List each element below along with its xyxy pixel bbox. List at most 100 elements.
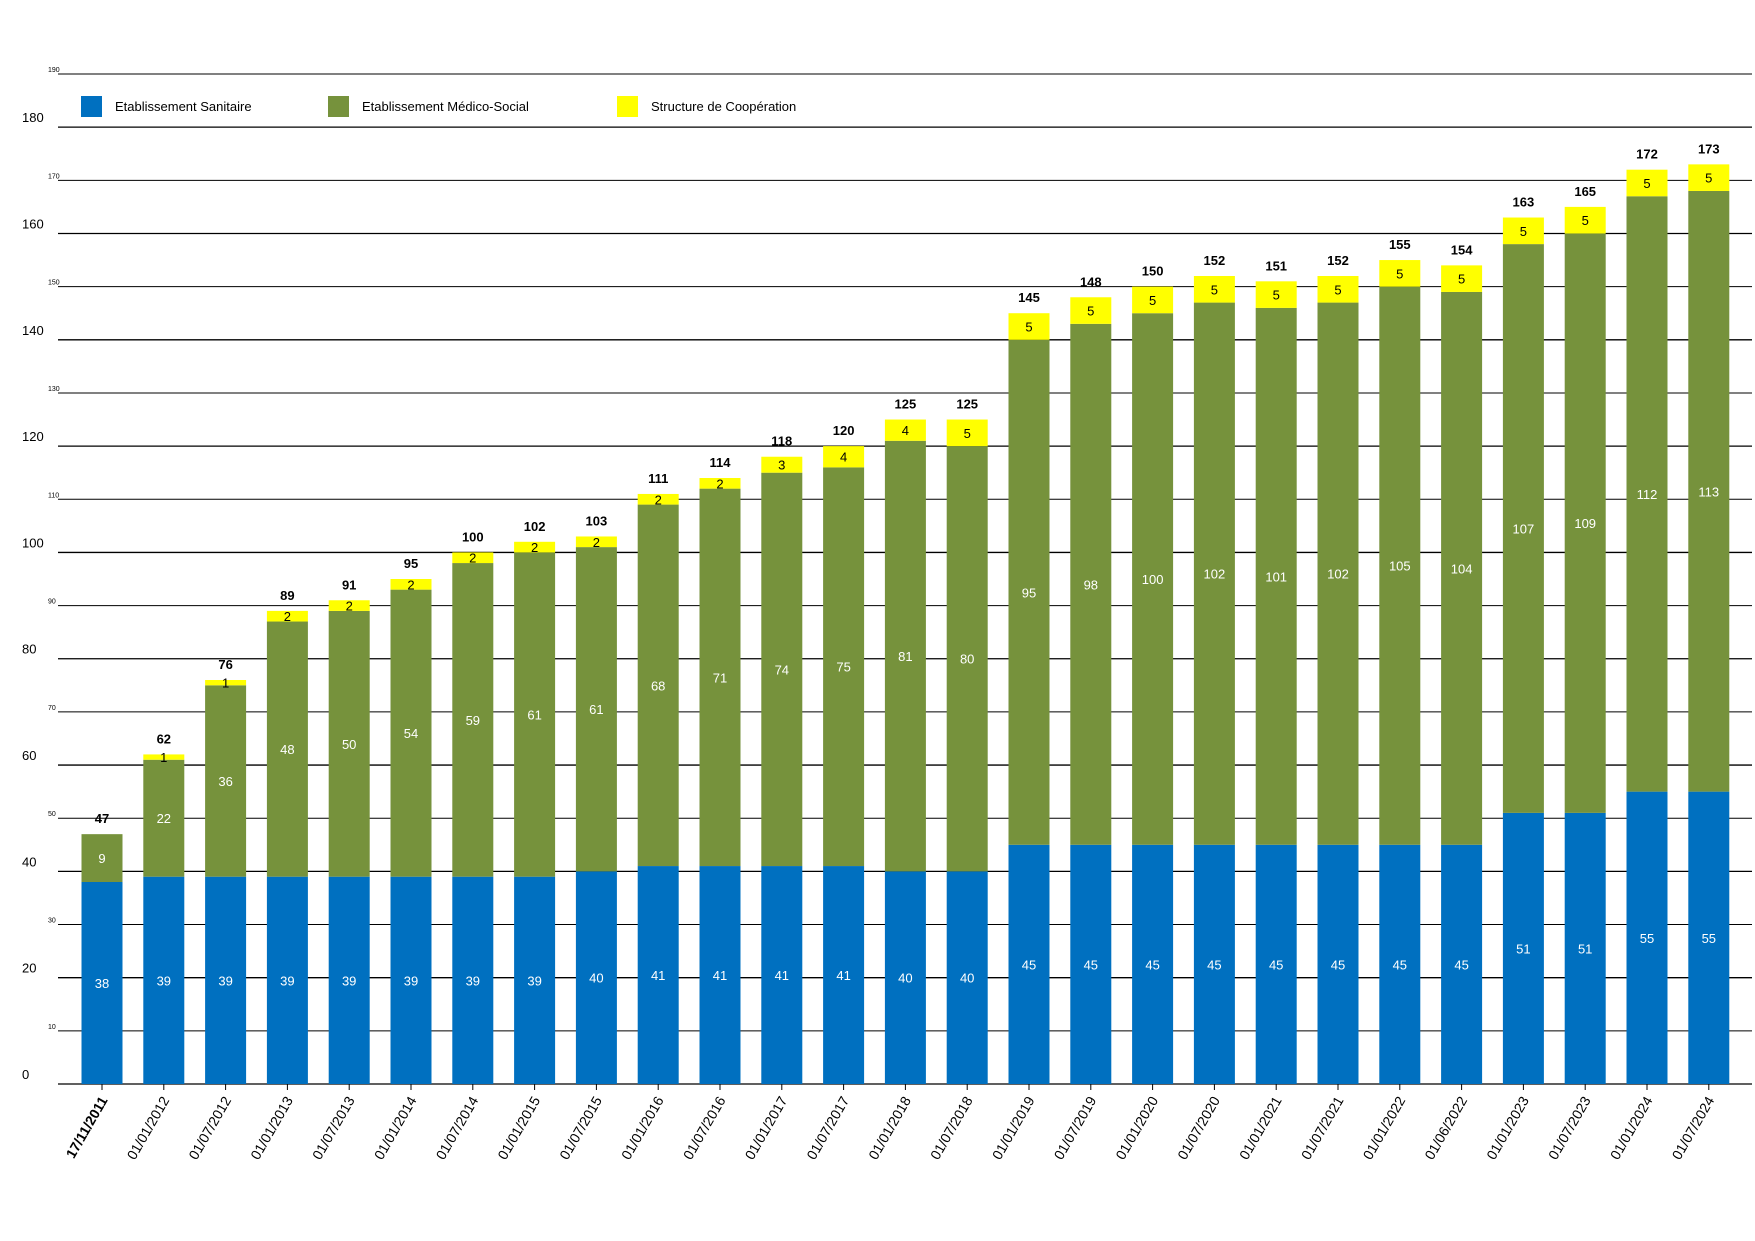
data-label: 41 [775, 968, 789, 983]
total-label: 151 [1265, 258, 1287, 273]
bar-segment [1626, 196, 1668, 792]
bar-segment [1008, 313, 1050, 340]
bar-segment [1008, 844, 1050, 1084]
bar-segment [575, 871, 617, 1084]
x-tick-label: 01/07/2017 [803, 1093, 852, 1162]
legend: Etablissement Sanitaire Etablissement Méd… [81, 96, 796, 117]
y-tick-label: 120 [22, 429, 44, 444]
y-tick-label: 100 [22, 535, 44, 550]
data-label: 2 [716, 476, 723, 491]
bar-segment [1317, 302, 1359, 845]
data-label: 2 [593, 535, 600, 550]
x-axis-ticks: 17/11/2011 01/01/2012 01/07/2012 01/01/2013… [62, 1084, 1718, 1162]
bar-segment [143, 876, 185, 1084]
x-tick-label: 01/07/2021 [1298, 1093, 1347, 1162]
x-tick-label: 01/01/2018 [865, 1093, 914, 1162]
total-label: 163 [1513, 195, 1535, 210]
data-label: 9 [98, 851, 105, 866]
bar-segment [205, 876, 247, 1084]
x-tick-label: 01/01/2014 [371, 1093, 420, 1162]
bar-segment [637, 493, 679, 505]
data-label: 5 [1025, 320, 1032, 335]
bar-segment [823, 467, 865, 867]
x-tick-label: 01/07/2012 [185, 1093, 234, 1162]
data-label: 55 [1702, 931, 1716, 946]
y-tick-label: 190 [48, 67, 60, 74]
legend-label: Etablissement Médico-Social [362, 99, 529, 114]
data-label: 5 [1149, 293, 1156, 308]
data-label: 45 [1207, 957, 1221, 972]
y-tick-label: 20 [22, 961, 36, 976]
data-label: 2 [407, 577, 414, 592]
y-tick-label: 40 [22, 854, 36, 869]
bar-segment [81, 834, 123, 882]
data-label: 5 [1582, 213, 1589, 228]
y-tick-label: 70 [48, 705, 56, 712]
total-label: 172 [1636, 147, 1658, 162]
data-label: 81 [898, 649, 912, 664]
x-tick-label: 01/01/2012 [124, 1093, 173, 1162]
bar-segment [1379, 260, 1421, 287]
y-tick-label: 180 [22, 110, 44, 125]
bar-segment [575, 536, 617, 548]
bar-segment [946, 446, 988, 872]
data-label: 51 [1516, 941, 1530, 956]
bar-segment [143, 754, 185, 760]
y-tick-label: 170 [48, 173, 60, 180]
y-tick-label: 10 [48, 1024, 56, 1031]
bar-segment [1193, 276, 1235, 303]
total-label: 155 [1389, 237, 1411, 252]
data-label: 41 [713, 968, 727, 983]
data-label: 2 [655, 492, 662, 507]
bar-segment [1317, 276, 1359, 303]
y-tick-label: 80 [22, 642, 36, 657]
bar-segment [1008, 339, 1050, 845]
x-tick-label: 17/11/2011 [62, 1093, 110, 1161]
data-label: 74 [775, 662, 789, 677]
bar-segment [637, 504, 679, 867]
bar-segment [205, 685, 247, 877]
data-label: 4 [902, 423, 909, 438]
data-label: 39 [218, 973, 232, 988]
data-label: 5 [1396, 266, 1403, 281]
total-label: 76 [218, 657, 232, 672]
x-tick-label: 01/07/2013 [309, 1093, 358, 1162]
total-label: 173 [1698, 141, 1720, 156]
data-label: 5 [1520, 224, 1527, 239]
data-label: 59 [466, 713, 480, 728]
bar-segment [761, 866, 803, 1084]
bar-segment [143, 759, 185, 877]
total-label: 89 [280, 588, 294, 603]
data-label: 2 [469, 551, 476, 566]
data-label: 41 [836, 968, 850, 983]
data-label: 50 [342, 737, 356, 752]
legend-label: Etablissement Sanitaire [115, 99, 252, 114]
bar-segment [1255, 844, 1297, 1084]
bar-segment [1564, 812, 1606, 1084]
data-label: 39 [280, 973, 294, 988]
data-label: 109 [1574, 516, 1596, 531]
bar-segment [884, 440, 926, 872]
data-label: 36 [218, 774, 232, 789]
data-label: 104 [1451, 561, 1473, 576]
total-label: 154 [1451, 242, 1473, 257]
y-tick-label: 130 [48, 386, 60, 393]
bar-segment [823, 866, 865, 1084]
data-label: 45 [1454, 957, 1468, 972]
bar-segment [1502, 812, 1544, 1084]
bar-segment [328, 610, 370, 877]
data-label: 95 [1022, 585, 1036, 600]
data-label: 5 [1643, 176, 1650, 191]
data-label: 22 [157, 811, 171, 826]
data-label: 45 [1084, 957, 1098, 972]
data-label: 68 [651, 678, 665, 693]
bar-segment [699, 478, 741, 489]
bar-segment [884, 419, 926, 441]
total-label: 62 [157, 731, 171, 746]
data-label: 45 [1331, 957, 1345, 972]
data-label: 39 [527, 973, 541, 988]
data-label: 113 [1698, 484, 1719, 499]
bar-segment [1070, 844, 1112, 1084]
bar-segment [514, 876, 556, 1084]
bar-segment [1070, 297, 1112, 324]
